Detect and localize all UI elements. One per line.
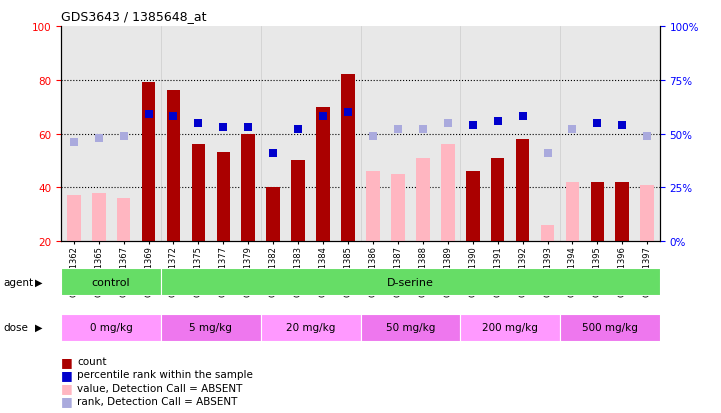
Text: control: control	[92, 277, 131, 287]
Bar	[391, 174, 404, 242]
Bar	[466, 172, 479, 242]
Bar	[565, 183, 579, 242]
Text: ■: ■	[61, 368, 73, 381]
Bar	[67, 196, 81, 242]
Bar	[117, 199, 131, 242]
Bar	[441, 145, 455, 242]
Text: 0 mg/kg: 0 mg/kg	[90, 322, 133, 332]
Text: 500 mg/kg: 500 mg/kg	[582, 322, 638, 332]
Bar	[242, 134, 255, 242]
Bar	[616, 183, 629, 242]
Bar	[541, 225, 554, 242]
Bar	[142, 83, 156, 242]
Text: ■: ■	[61, 355, 73, 368]
Text: ■: ■	[61, 394, 73, 408]
Text: count: count	[77, 356, 107, 366]
Bar	[291, 161, 305, 242]
Text: dose: dose	[4, 322, 29, 332]
Text: 200 mg/kg: 200 mg/kg	[482, 322, 538, 332]
Bar	[192, 145, 205, 242]
Text: ▶: ▶	[35, 277, 42, 287]
Bar	[216, 153, 230, 242]
Text: rank, Detection Call = ABSENT: rank, Detection Call = ABSENT	[77, 396, 237, 406]
Text: value, Detection Call = ABSENT: value, Detection Call = ABSENT	[77, 383, 242, 393]
Bar	[167, 91, 180, 242]
Text: 50 mg/kg: 50 mg/kg	[386, 322, 435, 332]
Text: ▶: ▶	[35, 322, 42, 332]
Text: GDS3643 / 1385648_at: GDS3643 / 1385648_at	[61, 10, 207, 23]
Text: D-serine: D-serine	[387, 277, 434, 287]
Text: agent: agent	[4, 277, 34, 287]
Bar	[590, 183, 604, 242]
Bar	[640, 185, 654, 242]
Bar	[341, 75, 355, 242]
Text: ■: ■	[61, 381, 73, 394]
Bar	[366, 172, 380, 242]
Bar	[92, 193, 105, 242]
Text: 5 mg/kg: 5 mg/kg	[190, 322, 232, 332]
Bar	[416, 158, 430, 242]
Bar	[516, 140, 529, 242]
Text: percentile rank within the sample: percentile rank within the sample	[77, 370, 253, 380]
Bar	[491, 158, 505, 242]
Text: 20 mg/kg: 20 mg/kg	[286, 322, 335, 332]
Bar	[317, 107, 330, 242]
Bar	[266, 188, 280, 242]
